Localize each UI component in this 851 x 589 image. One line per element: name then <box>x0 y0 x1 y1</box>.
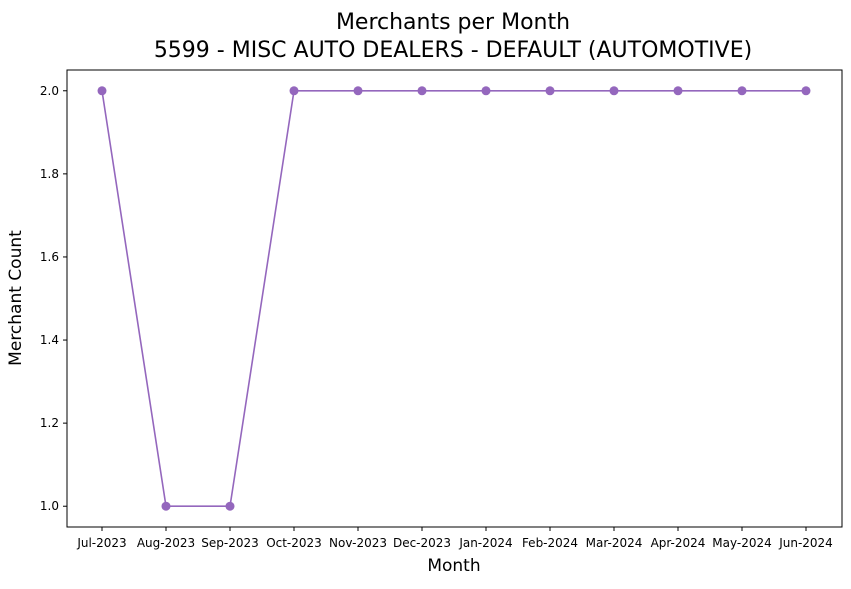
data-point <box>545 86 555 96</box>
axes-frame <box>66 69 843 528</box>
x-tick-label: May-2024 <box>712 536 771 550</box>
data-point <box>289 86 299 96</box>
x-tick-label: Feb-2024 <box>522 536 578 550</box>
data-point <box>481 86 491 96</box>
x-tick-label: Jun-2024 <box>778 536 833 550</box>
x-tick-label: Sep-2023 <box>201 536 259 550</box>
data-point <box>609 86 619 96</box>
x-tick-label: Aug-2023 <box>137 536 195 550</box>
data-point <box>737 86 747 96</box>
x-axis-label: Month <box>427 556 480 576</box>
plot-area: 1.0 1.2 1.4 1.6 1.8 2.0 Jul-2023 Aug-2023 Sep-20… <box>40 84 833 550</box>
data-point <box>161 501 171 511</box>
y-axis-label: Merchant Count <box>6 230 26 366</box>
y-tick-label: 1.2 <box>40 416 59 430</box>
data-point <box>353 86 363 96</box>
series-line <box>101 89 806 508</box>
y-tick-label: 1.0 <box>40 499 59 513</box>
data-point <box>673 86 683 96</box>
data-point <box>417 86 427 96</box>
x-tick-label: Nov-2023 <box>329 536 387 550</box>
y-tick-label: 2.0 <box>40 84 59 98</box>
data-point <box>97 86 107 96</box>
y-tick-label: 1.8 <box>40 167 59 181</box>
x-tick-label: Oct-2023 <box>266 536 322 550</box>
data-point <box>801 86 811 96</box>
x-tick-label: Apr-2024 <box>651 536 706 550</box>
chart-subtitle: 5599 - MISC AUTO DEALERS - DEFAULT (AUTO… <box>154 38 752 63</box>
x-tick-label: Mar-2024 <box>586 536 643 550</box>
x-tick-label: Dec-2023 <box>393 536 451 550</box>
y-tick-label: 1.6 <box>40 250 59 264</box>
chart-title: Merchants per Month <box>336 10 570 35</box>
data-point <box>225 501 235 511</box>
x-tick-label: Jan-2024 <box>458 536 512 550</box>
x-tick-label: Jul-2023 <box>76 536 126 550</box>
y-tick-label: 1.4 <box>40 333 59 347</box>
